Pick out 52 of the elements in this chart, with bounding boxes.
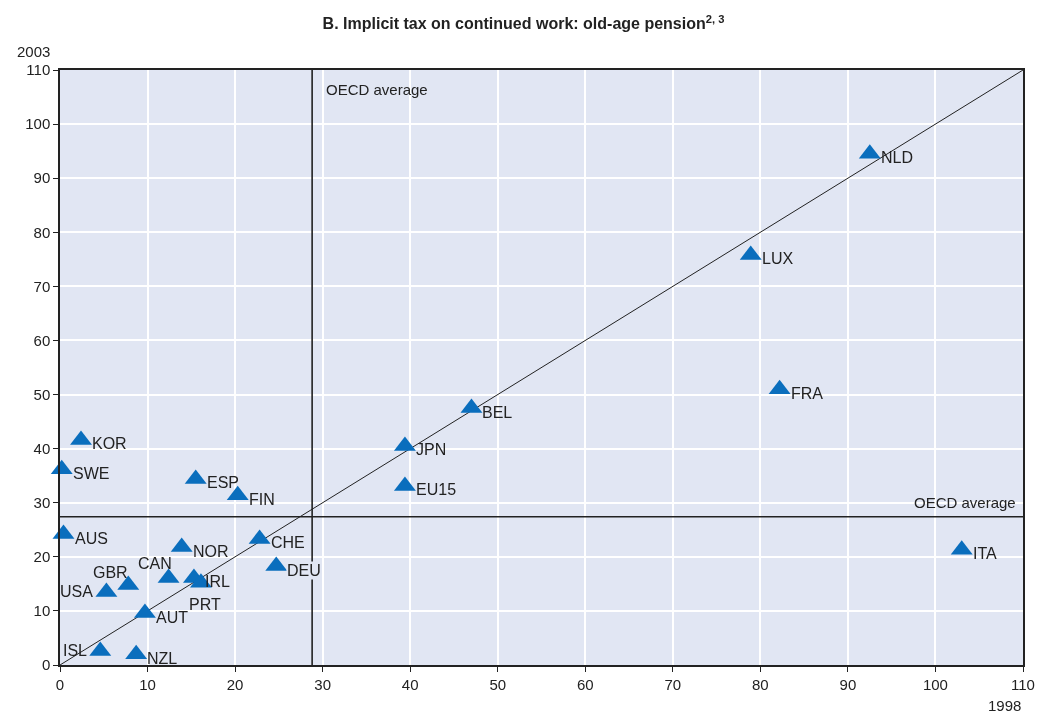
annotation: ITA xyxy=(973,545,998,562)
annotation: ISL xyxy=(63,642,88,659)
annotation: USA xyxy=(60,583,94,600)
annotation: GBR xyxy=(93,564,128,581)
annotation: IRL xyxy=(205,573,230,590)
x-axis-title: 1998 xyxy=(988,697,1022,714)
y-tick-label: 110 xyxy=(26,61,51,79)
annotation: KOR xyxy=(92,435,127,452)
annotation: NZL xyxy=(147,650,178,667)
annotation: DEU xyxy=(287,562,321,579)
annotation: JPN xyxy=(416,441,447,458)
annotation: SWE xyxy=(73,465,110,482)
x-tick-label: 100 xyxy=(922,675,948,693)
x-tick-label: 0 xyxy=(55,675,65,693)
y-tick-label: 60 xyxy=(33,331,51,349)
y-tick-label: 10 xyxy=(33,602,51,620)
annotation: LUX xyxy=(762,250,794,267)
y-tick-label: 80 xyxy=(33,223,51,241)
x-tick-label: 30 xyxy=(314,675,331,693)
annotation: ESP xyxy=(207,474,240,491)
annotation: PRT xyxy=(189,596,221,613)
y-tick-label: 70 xyxy=(33,277,51,295)
y-tick-label: 0 xyxy=(41,656,51,674)
annotation: NOR xyxy=(193,543,229,560)
x-tick-label: 90 xyxy=(839,675,857,693)
x-tick-label: 40 xyxy=(401,675,419,693)
y-axis-title: 2003 xyxy=(17,43,51,60)
annotation: FRA xyxy=(791,385,824,402)
annotation: CAN xyxy=(138,555,172,572)
annotation: NLD xyxy=(881,149,914,166)
annotation: CHE xyxy=(271,534,305,551)
y-tick-label: 90 xyxy=(33,169,51,187)
y-tick-label: 40 xyxy=(33,439,51,457)
chart-title: B. Implicit tax on continued work: old-age pension$^{2, 3}$ xyxy=(322,12,725,33)
annotation: AUT xyxy=(156,609,189,626)
y-tick-label: 20 xyxy=(33,548,51,566)
x-tick-label: 60 xyxy=(576,675,594,693)
x-tick-label: 70 xyxy=(664,675,682,693)
y-tick-label: 50 xyxy=(33,385,51,403)
annotation: EU15 xyxy=(416,481,457,498)
x-tick-label: 110 xyxy=(1011,675,1035,693)
annotation: AUS xyxy=(75,530,108,547)
y-tick-label: 100 xyxy=(25,115,51,133)
x-tick-label: 10 xyxy=(139,675,156,693)
ref-line-label: OECD average xyxy=(914,494,1016,511)
annotation: FIN xyxy=(249,491,275,508)
y-tick-label: 30 xyxy=(33,493,51,511)
ref-line-label: OECD average xyxy=(326,81,428,98)
x-tick-label: 20 xyxy=(226,675,244,693)
x-tick-label: 50 xyxy=(489,675,507,693)
x-tick-label: 80 xyxy=(752,675,769,693)
annotation: BEL xyxy=(482,404,513,421)
